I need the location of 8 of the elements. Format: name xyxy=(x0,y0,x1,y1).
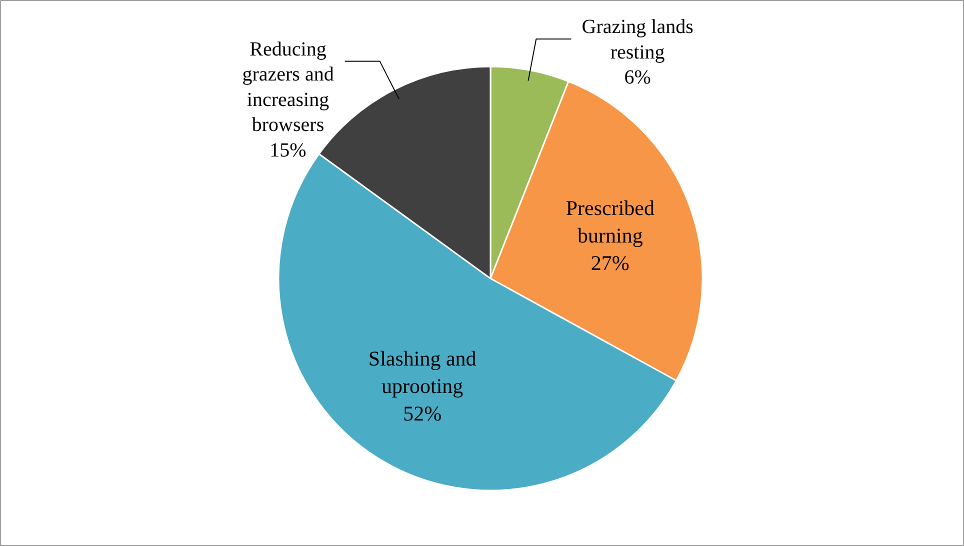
data-label: 15% xyxy=(270,139,306,162)
slice-label: Reducing grazers and increasing browsers xyxy=(242,38,334,136)
data-label: 52% xyxy=(403,402,442,426)
slice-label: Prescribed burning xyxy=(566,196,655,248)
data-label: 27% xyxy=(590,251,630,276)
data-label: 6% xyxy=(624,66,651,89)
slice-label: Grazing lands resting xyxy=(582,16,694,64)
slice-label: Slashing and uprooting xyxy=(368,346,477,398)
